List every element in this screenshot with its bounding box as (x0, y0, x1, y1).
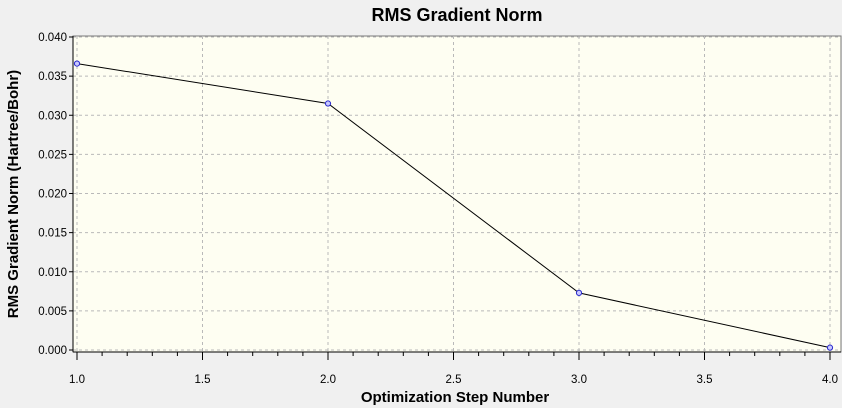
y-tick-label: 0.035 (38, 71, 67, 83)
data-point (826, 344, 834, 351)
y-tick-label: 0.015 (38, 228, 67, 240)
axes: 0.000 0.005 0.010 0.015 0.020 0.025 0.030 0.035… (38, 32, 841, 386)
y-tick-label: 0.010 (38, 267, 67, 279)
y-tick-label: 0.000 (38, 345, 67, 357)
data-point (575, 289, 583, 296)
y-tick-label: 0.020 (38, 189, 67, 201)
y-tick-label: 0.030 (38, 110, 67, 122)
x-tick-label: 4.0 (822, 374, 838, 386)
x-tick-label: 3.0 (571, 374, 587, 386)
chart-title: RMS Gradient Norm (371, 5, 542, 25)
x-tick-label: 1.0 (69, 374, 85, 386)
x-tick-label: 1.5 (195, 374, 211, 386)
series (73, 60, 834, 351)
grid-lines (73, 36, 841, 352)
data-point (324, 100, 332, 107)
y-tick-label: 0.040 (38, 32, 67, 44)
y-tick-label: 0.005 (38, 306, 67, 318)
x-tick-label: 2.5 (446, 374, 462, 386)
x-axis-label: Optimization Step Number (361, 389, 550, 406)
y-tick-label: 0.025 (38, 149, 67, 161)
data-point (73, 60, 81, 67)
series-line (76, 63, 831, 349)
x-tick-label: 2.0 (320, 374, 336, 386)
x-tick-label: 3.5 (697, 374, 713, 386)
y-axis-label: RMS Gradient Norm (Hartree/Bohr) (5, 70, 22, 318)
